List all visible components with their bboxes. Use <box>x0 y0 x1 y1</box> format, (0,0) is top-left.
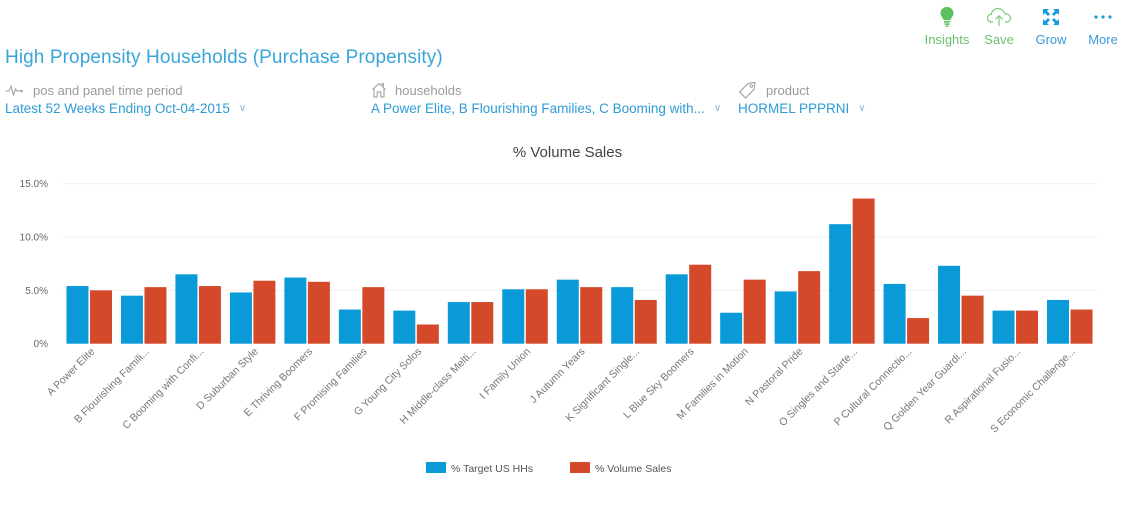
y-tick-label: 5.0% <box>25 286 48 297</box>
bar-volume-sales[interactable] <box>253 280 276 344</box>
bar-volume-sales[interactable] <box>1070 309 1093 344</box>
legend-item[interactable]: % Target US HHs <box>426 462 533 475</box>
chart-title: % Volume Sales <box>512 144 623 161</box>
grow-button[interactable]: Grow <box>1025 6 1077 47</box>
legend-label: % Target US HHs <box>451 463 533 475</box>
bar-target-us-hhs[interactable] <box>284 277 307 344</box>
filter-product-label: product <box>766 82 810 98</box>
y-tick-label: 10.0% <box>20 232 48 243</box>
bar-volume-sales[interactable] <box>961 295 984 344</box>
bar-target-us-hhs[interactable] <box>66 286 89 344</box>
insights-label: Insights <box>924 32 970 47</box>
filter-product: product HORMEL PPPRNI ∨ <box>738 80 866 116</box>
bar-volume-sales[interactable] <box>689 264 712 344</box>
legend-label: % Volume Sales <box>595 463 671 475</box>
bar-volume-sales[interactable] <box>198 286 221 344</box>
bar-target-us-hhs[interactable] <box>774 291 797 344</box>
chevron-down-icon: ∨ <box>858 103 866 114</box>
bar-target-us-hhs[interactable] <box>992 310 1015 344</box>
legend-swatch <box>570 462 590 473</box>
product-value: HORMEL PPPRNI <box>738 101 850 116</box>
filter-time-period-label: pos and panel time period <box>33 82 183 98</box>
lightbulb-icon <box>939 6 955 28</box>
households-dropdown[interactable]: A Power Elite, B Flourishing Families, C… <box>371 101 721 116</box>
time-period-dropdown[interactable]: Latest 52 Weeks Ending Oct-04-2015 ∨ <box>5 101 246 116</box>
insights-button[interactable]: Insights <box>921 6 973 47</box>
legend-swatch <box>426 462 446 473</box>
bar-target-us-hhs[interactable] <box>938 265 961 344</box>
pulse-icon <box>5 84 25 96</box>
y-tick-label: 15.0% <box>20 179 48 190</box>
bar-volume-sales[interactable] <box>852 198 875 344</box>
filter-households-label: households <box>395 82 462 98</box>
ellipsis-icon <box>1093 6 1113 28</box>
bar-volume-sales[interactable] <box>1016 310 1039 344</box>
bar-target-us-hhs[interactable] <box>502 289 525 344</box>
bar-target-us-hhs[interactable] <box>611 287 634 344</box>
toolbar: Insights Save Grow <box>921 6 1129 47</box>
page-title: High Propensity Households (Purchase Pro… <box>5 47 443 68</box>
bar-target-us-hhs[interactable] <box>1047 299 1070 344</box>
chevron-down-icon: ∨ <box>713 103 722 114</box>
bar-volume-sales[interactable] <box>416 324 439 344</box>
bar-target-us-hhs[interactable] <box>883 283 906 344</box>
x-tick-label: I Family Union <box>477 346 533 402</box>
filter-households: households A Power Elite, B Flourishing … <box>371 80 721 117</box>
bar-volume-sales[interactable] <box>144 287 167 344</box>
house-icon <box>371 82 387 98</box>
chevron-down-icon: ∨ <box>238 103 247 114</box>
filter-time-period: pos and panel time period Latest 52 Week… <box>5 80 246 117</box>
time-period-value: Latest 52 Weeks Ending Oct-04-2015 <box>5 101 230 116</box>
x-tick-label: N Pastoral Pride <box>743 346 806 409</box>
legend-item[interactable]: % Volume Sales <box>570 462 671 475</box>
more-button[interactable]: More <box>1077 6 1129 47</box>
tag-icon <box>738 81 758 99</box>
bar-target-us-hhs[interactable] <box>665 274 688 344</box>
bar-volume-sales[interactable] <box>907 318 930 344</box>
bar-target-us-hhs[interactable] <box>120 295 143 344</box>
bar-volume-sales[interactable] <box>362 287 385 344</box>
bar-target-us-hhs[interactable] <box>229 292 252 344</box>
bar-volume-sales[interactable] <box>307 281 330 344</box>
gridlines <box>62 183 1097 291</box>
bar-volume-sales[interactable] <box>89 290 112 344</box>
y-tick-label: 0% <box>34 339 49 350</box>
product-dropdown[interactable]: HORMEL PPPRNI ∨ <box>738 101 866 116</box>
bar-volume-sales[interactable] <box>743 279 766 344</box>
expand-icon <box>1042 6 1060 28</box>
bar-target-us-hhs[interactable] <box>829 224 852 344</box>
cloud-upload-icon <box>986 6 1012 28</box>
bar-target-us-hhs[interactable] <box>175 274 198 344</box>
bar-volume-sales[interactable] <box>471 302 494 344</box>
bar-volume-sales[interactable] <box>580 287 603 344</box>
bar-target-us-hhs[interactable] <box>338 309 361 344</box>
bar-target-us-hhs[interactable] <box>556 279 579 344</box>
x-tick-label: A Power Elite <box>45 346 98 399</box>
y-axis-ticks: 0% 5.0% 10.0% 15.0% <box>20 179 48 350</box>
bars <box>66 198 1093 344</box>
households-value: A Power Elite, B Flourishing Families, C… <box>371 101 705 116</box>
bar-volume-sales[interactable] <box>634 299 657 344</box>
save-label: Save <box>984 32 1014 47</box>
bar-volume-sales[interactable] <box>798 271 821 344</box>
bar-target-us-hhs[interactable] <box>720 312 743 344</box>
bar-volume-sales[interactable] <box>525 289 548 344</box>
bar-target-us-hhs[interactable] <box>393 310 416 344</box>
bar-target-us-hhs[interactable] <box>447 302 470 344</box>
grow-label: Grow <box>1035 32 1067 47</box>
save-button[interactable]: Save <box>973 6 1025 47</box>
legend: % Target US HHs % Volume Sales <box>426 462 671 475</box>
more-label: More <box>1088 32 1118 47</box>
x-tick-label: J Autumn Years <box>528 346 588 406</box>
